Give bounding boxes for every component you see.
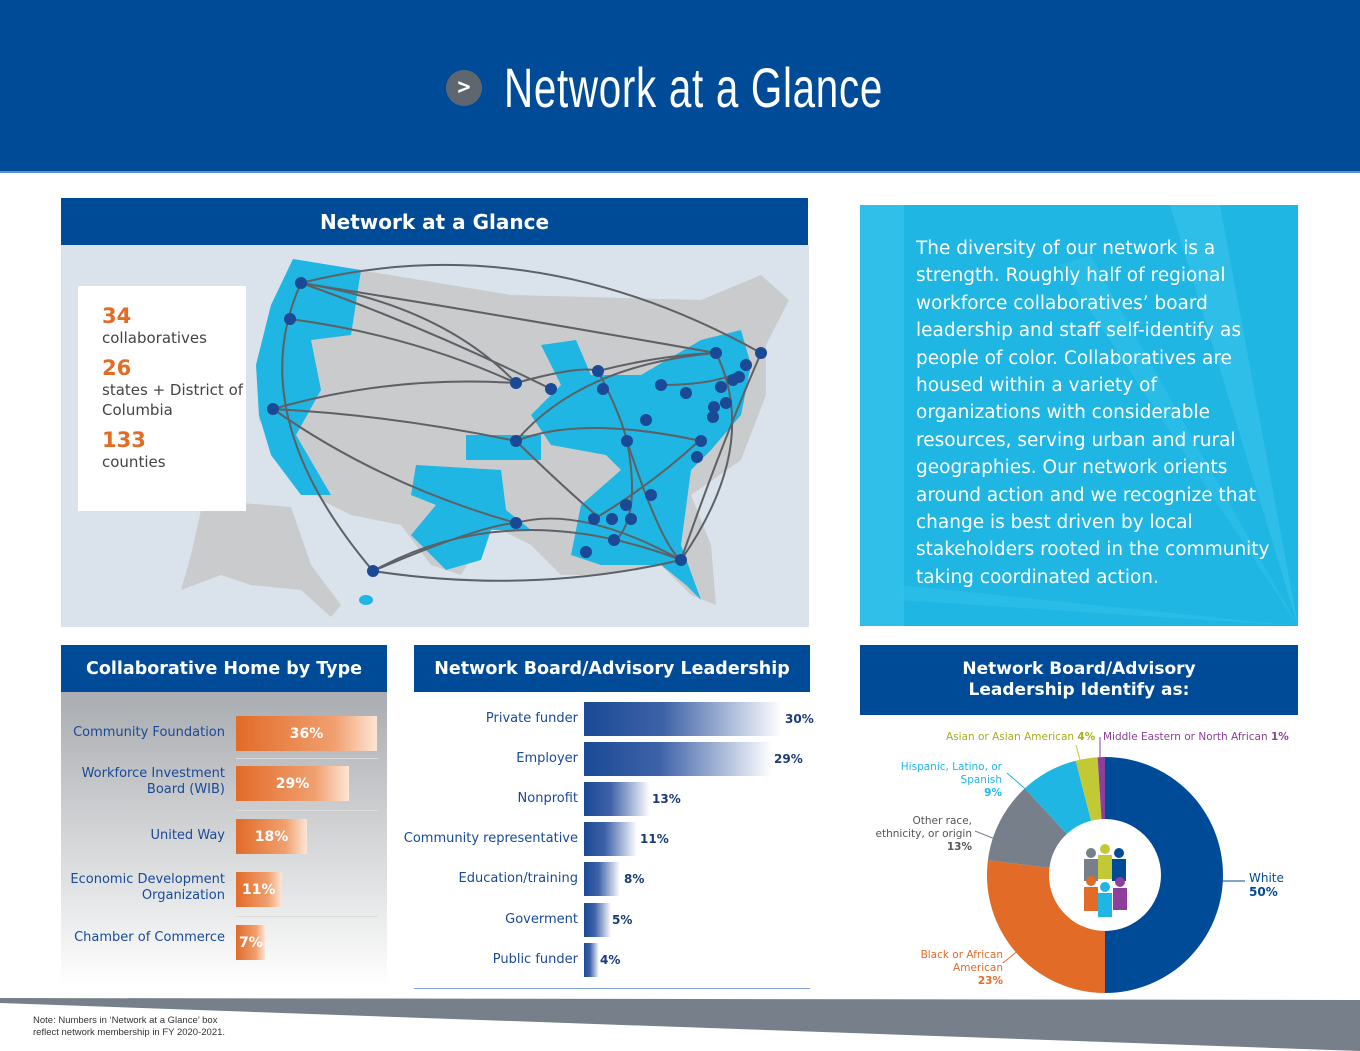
bar-row: Workforce Investment Board (WIB) 29% bbox=[61, 766, 387, 818]
donut-chart-icon bbox=[974, 737, 1245, 993]
bar: 18% bbox=[236, 819, 307, 854]
footer-band-decoration-icon bbox=[0, 998, 1360, 1051]
bar-label: Public funder bbox=[492, 952, 578, 967]
network-stats-box: 34 collaboratives 26 states + District o… bbox=[78, 286, 246, 511]
legend-mena: Middle Eastern or North African 1% bbox=[1103, 731, 1289, 743]
bar bbox=[584, 782, 650, 816]
bar-row: United Way 18% bbox=[61, 819, 387, 871]
identity-donut-chart: White 50% Black or African American 23% Ot… bbox=[860, 715, 1300, 995]
legend-black: Black or African American 23% bbox=[920, 949, 1003, 987]
bar-row: Nonprofit 13% bbox=[414, 782, 810, 816]
legend-white: White 50% bbox=[1249, 871, 1284, 899]
bar-row: Goverment 5% bbox=[414, 903, 810, 937]
bar bbox=[584, 862, 620, 896]
stat-counties-number: 133 bbox=[102, 428, 146, 452]
bar-label: Workforce Investment Board (WIB) bbox=[81, 766, 225, 797]
network-map: 34 collaboratives 26 states + District o… bbox=[61, 245, 809, 627]
bar-value: 8% bbox=[624, 872, 645, 886]
light-rays-decoration-icon bbox=[860, 205, 1298, 626]
stat-collaboratives-label: collaboratives bbox=[102, 329, 207, 347]
map-panel-title: Network at a Glance bbox=[61, 198, 808, 245]
home-type-title: Collaborative Home by Type bbox=[61, 645, 387, 692]
bar: 7% bbox=[236, 925, 265, 960]
bar-row: Community Foundation 36% bbox=[61, 716, 387, 768]
bar-label: Community representative bbox=[403, 831, 578, 846]
bar: 11% bbox=[236, 872, 282, 907]
bar-row: Community representative 11% bbox=[404, 822, 810, 856]
legend-asian: Asian or Asian American 4% bbox=[946, 731, 1096, 743]
identity-title: Network Board/Advisory Leadership Identi… bbox=[860, 645, 1298, 715]
bar-value: 13% bbox=[652, 792, 681, 806]
bar-row: Economic Development Organization 11% bbox=[61, 872, 387, 924]
bar bbox=[584, 903, 611, 937]
legend-hispanic: Hispanic, Latino, or Spanish 9% bbox=[900, 761, 1002, 799]
bar-label: Chamber of Commerce bbox=[74, 930, 225, 945]
bar-label: Economic Development Organization bbox=[70, 872, 225, 903]
bar-value: 29% bbox=[774, 752, 803, 766]
us-map-icon bbox=[181, 259, 789, 617]
bar-label: Private funder bbox=[485, 711, 578, 726]
chevron-right-icon: > bbox=[446, 69, 482, 106]
diversity-quote-text: The diversity of our network is a streng… bbox=[916, 238, 1270, 588]
bar-value: 11% bbox=[640, 832, 669, 846]
stat-collaboratives-number: 34 bbox=[102, 304, 132, 328]
bar-value: 5% bbox=[612, 913, 633, 927]
bar-value: 4% bbox=[600, 953, 621, 967]
diversity-quote-box: The diversity of our network is a streng… bbox=[860, 205, 1298, 626]
bar: 29% bbox=[236, 766, 349, 801]
bar-label: Nonprofit bbox=[517, 791, 578, 806]
people-group-icon bbox=[1084, 844, 1127, 917]
stat-states-number: 26 bbox=[102, 356, 132, 380]
board-title: Network Board/Advisory Leadership bbox=[414, 645, 810, 692]
bar-label: Community Foundation bbox=[73, 725, 225, 740]
identity-title-line1: Network Board/Advisory bbox=[962, 659, 1196, 679]
footnote-line2: reflect network membership in FY 2020-20… bbox=[33, 1027, 226, 1038]
home-type-chart: Community Foundation 36% Workforce Inves… bbox=[61, 692, 387, 987]
bar-label: Goverment bbox=[505, 912, 578, 927]
stat-counties-label: counties bbox=[102, 453, 166, 471]
bar bbox=[584, 742, 772, 776]
identity-title-line2: Leadership Identify as: bbox=[968, 680, 1190, 700]
bar bbox=[584, 943, 599, 977]
bar bbox=[584, 822, 637, 856]
legend-other: Other race, ethnicity, or origin 13% bbox=[875, 815, 972, 853]
page-title: Network at a Glance bbox=[504, 56, 883, 119]
bar: 36% bbox=[236, 716, 377, 751]
bar bbox=[584, 702, 782, 736]
bar-label: United Way bbox=[150, 828, 225, 843]
footnote-line1: Note: Numbers in ‘Network at a Glance’ b… bbox=[33, 1015, 218, 1026]
footnote: Note: Numbers in ‘Network at a Glance’ b… bbox=[33, 1015, 225, 1039]
bar-label: Employer bbox=[516, 751, 578, 766]
stat-states-label: states + District of Columbia bbox=[102, 381, 244, 419]
bar-value: 30% bbox=[785, 712, 814, 726]
bar-row: Employer 29% bbox=[414, 742, 810, 776]
bar-row: Education/training 8% bbox=[414, 862, 810, 896]
bar-label: Education/training bbox=[458, 871, 578, 886]
bar-row: Chamber of Commerce 7% bbox=[61, 925, 387, 977]
bar-row: Public funder 4% bbox=[414, 943, 810, 977]
page-banner: > Network at a Glance bbox=[0, 0, 1360, 173]
board-chart: Private funder 30% Employer 29% Nonprofit 1… bbox=[404, 692, 814, 989]
bar-row: Private funder 30% bbox=[414, 702, 814, 736]
